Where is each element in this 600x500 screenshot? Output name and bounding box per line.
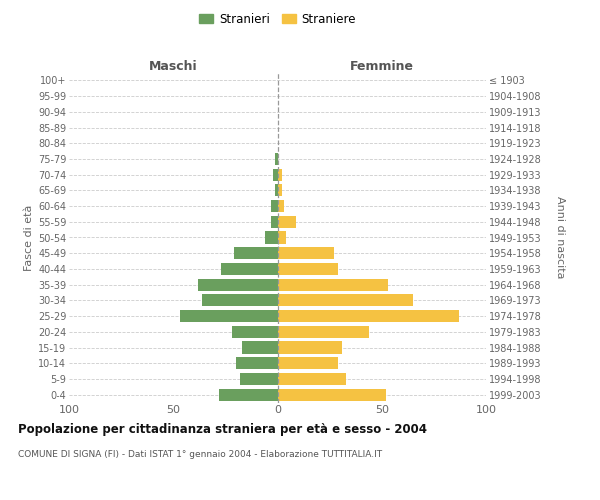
Text: Femmine: Femmine [350,60,414,72]
Bar [234,247,277,260]
Bar [277,278,388,291]
Bar [277,373,346,385]
Y-axis label: Anni di nascita: Anni di nascita [556,196,565,279]
Bar [277,326,369,338]
Bar [275,153,277,165]
Bar [277,263,338,275]
Bar [219,388,277,401]
Bar [179,310,277,322]
Bar [202,294,277,306]
Bar [271,200,277,212]
Bar [277,357,338,370]
Bar [277,184,281,196]
Text: Maschi: Maschi [149,60,197,72]
Bar [277,200,284,212]
Legend: Stranieri, Straniere: Stranieri, Straniere [195,9,360,29]
Text: Popolazione per cittadinanza straniera per età e sesso - 2004: Popolazione per cittadinanza straniera p… [18,422,427,436]
Bar [277,294,413,306]
Text: COMUNE DI SIGNA (FI) - Dati ISTAT 1° gennaio 2004 - Elaborazione TUTTITALIA.IT: COMUNE DI SIGNA (FI) - Dati ISTAT 1° gen… [18,450,382,459]
Bar [277,388,386,401]
Bar [274,168,277,181]
Bar [265,232,277,243]
Bar [275,184,277,196]
Bar [242,342,277,353]
Bar [240,373,277,385]
Bar [277,247,334,260]
Bar [198,278,277,291]
Bar [271,216,277,228]
Y-axis label: Fasce di età: Fasce di età [23,204,34,270]
Bar [277,232,286,243]
Bar [232,326,277,338]
Bar [236,357,277,370]
Bar [277,310,459,322]
Bar [277,168,281,181]
Bar [277,216,296,228]
Bar [277,342,342,353]
Bar [221,263,277,275]
